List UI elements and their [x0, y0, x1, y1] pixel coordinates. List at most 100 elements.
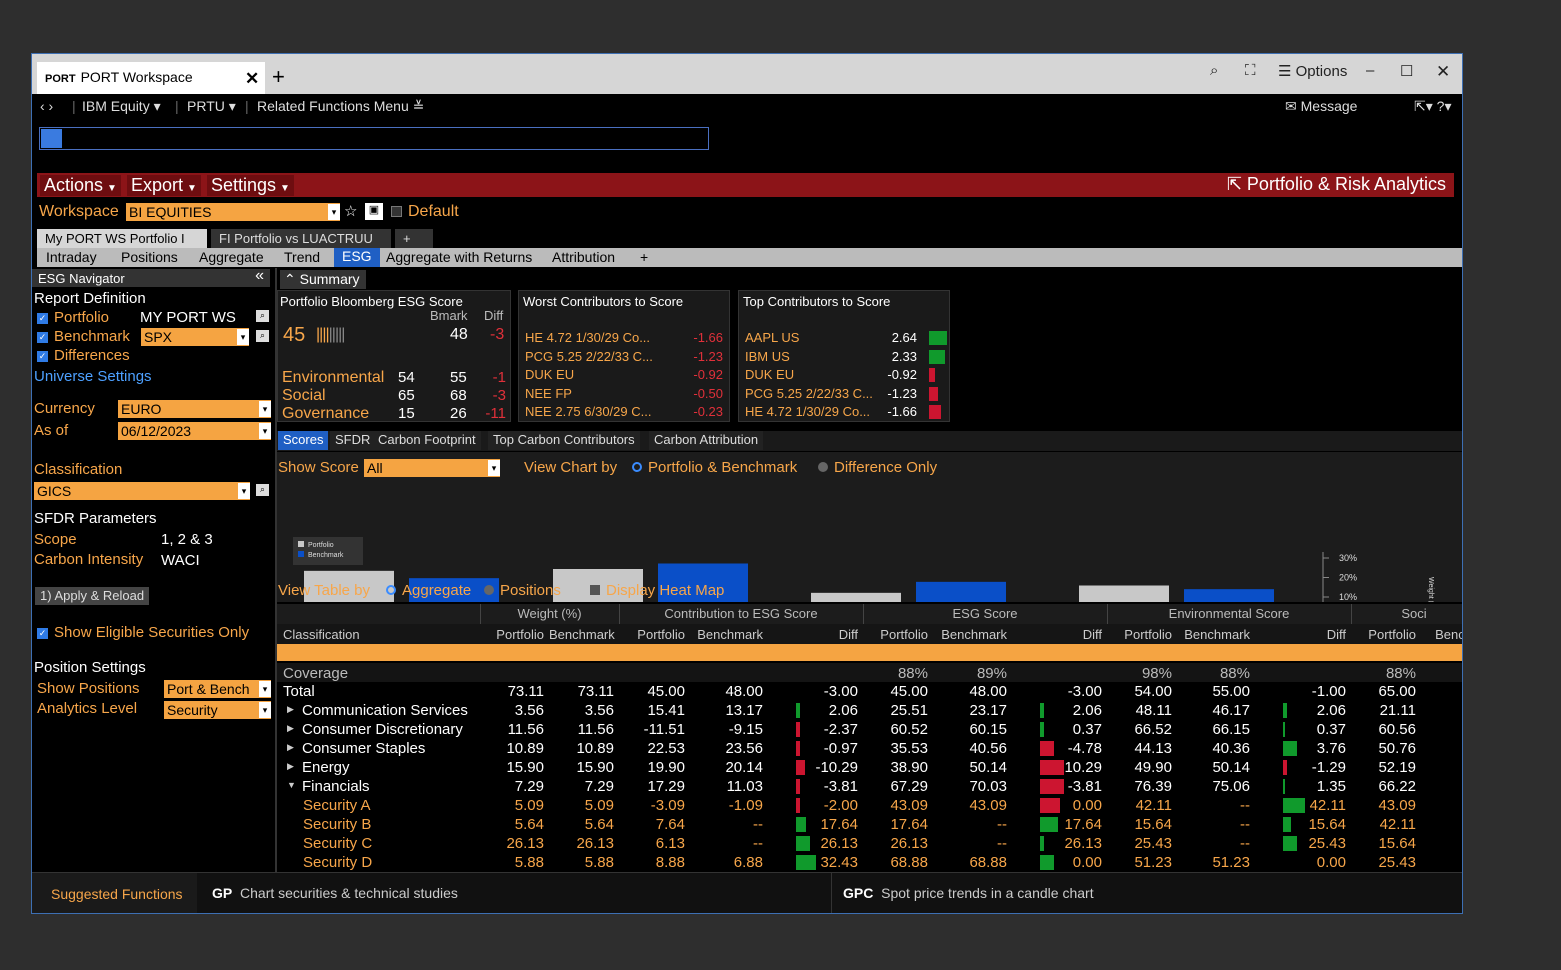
default-checkbox[interactable]	[391, 206, 402, 217]
help-menu[interactable]: ⇱▾ ?▾	[1414, 98, 1452, 114]
message-button[interactable]: ✉ Message	[1285, 98, 1358, 114]
show-positions-select[interactable]: Port & Bench ▾	[164, 680, 271, 698]
column-header[interactable]: Portfolio	[880, 627, 928, 642]
column-header[interactable]: Classification	[283, 627, 360, 642]
top-name[interactable]: AAPL US	[745, 330, 800, 345]
benchmark-checkbox[interactable]: ✓ Benchmark	[37, 328, 130, 345]
new-tab-icon[interactable]: +	[272, 64, 285, 89]
worst-name[interactable]: NEE 2.75 6/30/29 C...	[525, 404, 652, 419]
close-window-icon[interactable]: ✕	[1436, 62, 1451, 81]
portfolio-tab-2[interactable]: FI Portfolio vs LUACTRUU	[211, 229, 391, 249]
bar-portfolio[interactable]	[304, 570, 394, 604]
column-header[interactable]: Diff	[1082, 627, 1102, 642]
related-functions-menu[interactable]: Related Functions Menu ≚	[257, 98, 425, 114]
workspace-select[interactable]: BI EQUITIES ▾	[126, 203, 340, 221]
classification-select[interactable]: GICS ▾	[34, 482, 250, 500]
save-icon[interactable]: ▣	[365, 203, 383, 220]
lookup-icon[interactable]: ⌕	[256, 330, 269, 342]
tab-aggregate-returns[interactable]: Aggregate with Returns	[386, 249, 533, 265]
worst-name[interactable]: PCG 5.25 2/22/33 C...	[525, 348, 653, 364]
table-row[interactable]: ▶ Communication Services 3.56 3.56 15.41 13.1…	[277, 701, 1462, 720]
gp-function-link[interactable]: GP Chart securities & technical studies	[212, 885, 458, 901]
maximize-icon[interactable]: ☐	[1400, 63, 1414, 80]
table-row[interactable]: Security B 5.64 5.64 7.64 -- 17.64 17.64 -- 17.6…	[277, 815, 1462, 834]
worst-name[interactable]: HE 4.72 1/30/29 Co...	[525, 330, 651, 345]
table-row[interactable]: Security A 5.09 5.09 -3.09 -1.09 -2.00 43.09 43…	[277, 796, 1462, 815]
worst-name[interactable]: DUK EU	[525, 367, 575, 382]
table-row[interactable]: Security D 5.88 5.88 8.88 6.88 32.43 68.88 68.8…	[277, 853, 1462, 872]
column-header[interactable]: Benchmark	[549, 627, 615, 642]
column-header[interactable]: Portfolio	[1124, 627, 1172, 642]
table-row[interactable]: ▶ Consumer Staples 10.89 10.89 22.53 23.56 -0.…	[277, 739, 1462, 758]
table-row[interactable]: ▶ Consumer Discretionary 11.56 11.56 -11.51 -…	[277, 720, 1462, 739]
search-icon[interactable]: ⌕	[1210, 62, 1219, 79]
expand-row-icon[interactable]: ▶	[287, 742, 294, 752]
options-button[interactable]: ☰ Options	[1278, 63, 1348, 80]
top-name[interactable]: IBM US	[745, 348, 790, 364]
expand-row-icon[interactable]: ▶	[287, 704, 294, 714]
tab-positions[interactable]: Positions	[121, 249, 178, 265]
tab-top-carbon[interactable]: Top Carbon Contributors	[488, 431, 640, 450]
add-subtab-icon[interactable]: +	[640, 249, 649, 265]
column-header[interactable]: Portfolio	[1368, 627, 1416, 642]
expand-row-icon[interactable]: ▶	[287, 761, 294, 771]
bar-portfolio[interactable]	[1079, 585, 1169, 605]
eligible-checkbox[interactable]: ✓ Show Eligible Securities Only	[37, 624, 249, 641]
worst-name[interactable]: NEE FP	[525, 385, 572, 401]
asof-date-field[interactable]: 06/12/2023 ▾	[118, 422, 271, 440]
radio-aggregate[interactable]: Aggregate	[386, 582, 471, 599]
portfolio-tab-1[interactable]: My PORT WS Portfolio I	[37, 229, 207, 249]
top-name[interactable]: HE 4.72 1/30/29 Co...	[745, 404, 871, 419]
command-line-input[interactable]	[39, 127, 709, 150]
bar-benchmark[interactable]	[658, 563, 748, 605]
radio-portfolio-benchmark[interactable]: Portfolio & Benchmark	[632, 459, 797, 476]
column-header[interactable]: Portfolio	[637, 627, 685, 642]
tab-esg[interactable]: ESG	[334, 248, 380, 267]
portfolio-checkbox[interactable]: ✓ Portfolio	[37, 309, 109, 326]
apply-reload-button[interactable]: 1) Apply & Reload	[35, 587, 150, 605]
prtu-menu[interactable]: PRTU ▾	[187, 98, 236, 114]
collapse-row-icon[interactable]: ▼	[287, 780, 296, 790]
radio-positions[interactable]: Positions	[484, 582, 561, 599]
column-header[interactable]: Benchmark	[697, 627, 763, 642]
tab-intraday[interactable]: Intraday	[46, 249, 97, 265]
tab-carbon-attribution[interactable]: Carbon Attribution	[649, 431, 764, 450]
collapse-icon[interactable]: «	[255, 267, 264, 284]
table-row[interactable]: Security C 26.13 26.13 6.13 -- 26.13 26.13 -- 26…	[277, 834, 1462, 853]
tab-carbon-footprint[interactable]: Carbon Footprint	[373, 431, 481, 450]
gpc-function-link[interactable]: GPC Spot price trends in a candle chart	[843, 885, 1094, 901]
minimize-icon[interactable]: –	[1366, 62, 1375, 79]
bar-benchmark[interactable]	[1184, 589, 1274, 604]
column-header[interactable]: Benchmark	[941, 627, 1007, 642]
table-row[interactable]: Total 73.11 73.11 45.00 48.00 -3.00 45.00 48.00…	[277, 682, 1462, 701]
tab-aggregate[interactable]: Aggregate	[199, 249, 264, 265]
add-portfolio-tab-icon[interactable]: +	[395, 229, 433, 249]
column-header[interactable]: Diff	[1326, 627, 1346, 642]
back-forward-icon[interactable]: ‹ ›	[40, 98, 54, 114]
universe-settings-link[interactable]: Universe Settings	[34, 368, 152, 385]
column-header[interactable]: Diff	[838, 627, 858, 642]
table-row[interactable]: ▼ Financials 7.29 7.29 17.29 11.03 -3.81 67.29 7…	[277, 777, 1462, 796]
top-name[interactable]: DUK EU	[745, 367, 795, 382]
analytics-level-select[interactable]: Security ▾	[164, 701, 271, 719]
settings-menu[interactable]: Settings ▼	[207, 175, 294, 196]
export-menu[interactable]: Export ▼	[127, 175, 201, 196]
currency-select[interactable]: EURO ▾	[118, 400, 271, 418]
radio-difference-only[interactable]: Difference Only	[818, 459, 937, 476]
summary-tab[interactable]: ⌃ Summary	[280, 270, 366, 289]
actions-menu[interactable]: Actions ▼	[40, 175, 121, 196]
expand-row-icon[interactable]: ▶	[287, 723, 294, 733]
lookup-icon[interactable]: ⌕	[256, 310, 269, 322]
column-header[interactable]: Portfolio	[496, 627, 544, 642]
close-tab-icon[interactable]: ✕	[245, 69, 260, 88]
column-header[interactable]: Bench	[1435, 627, 1462, 642]
top-name[interactable]: PCG 5.25 2/22/33 C...	[745, 385, 873, 401]
security-menu[interactable]: IBM Equity ▾	[82, 98, 161, 114]
differences-checkbox[interactable]: ✓ Differences	[37, 347, 130, 364]
tab-trend[interactable]: Trend	[284, 249, 321, 265]
workspace-tab[interactable]: PORT PORT Workspace	[37, 62, 265, 94]
bar-benchmark[interactable]	[916, 581, 1006, 604]
column-header[interactable]: Benchmark	[1184, 627, 1250, 642]
benchmark-select[interactable]: SPX ▾	[141, 328, 249, 346]
lookup-icon[interactable]: ⌕	[256, 484, 269, 496]
